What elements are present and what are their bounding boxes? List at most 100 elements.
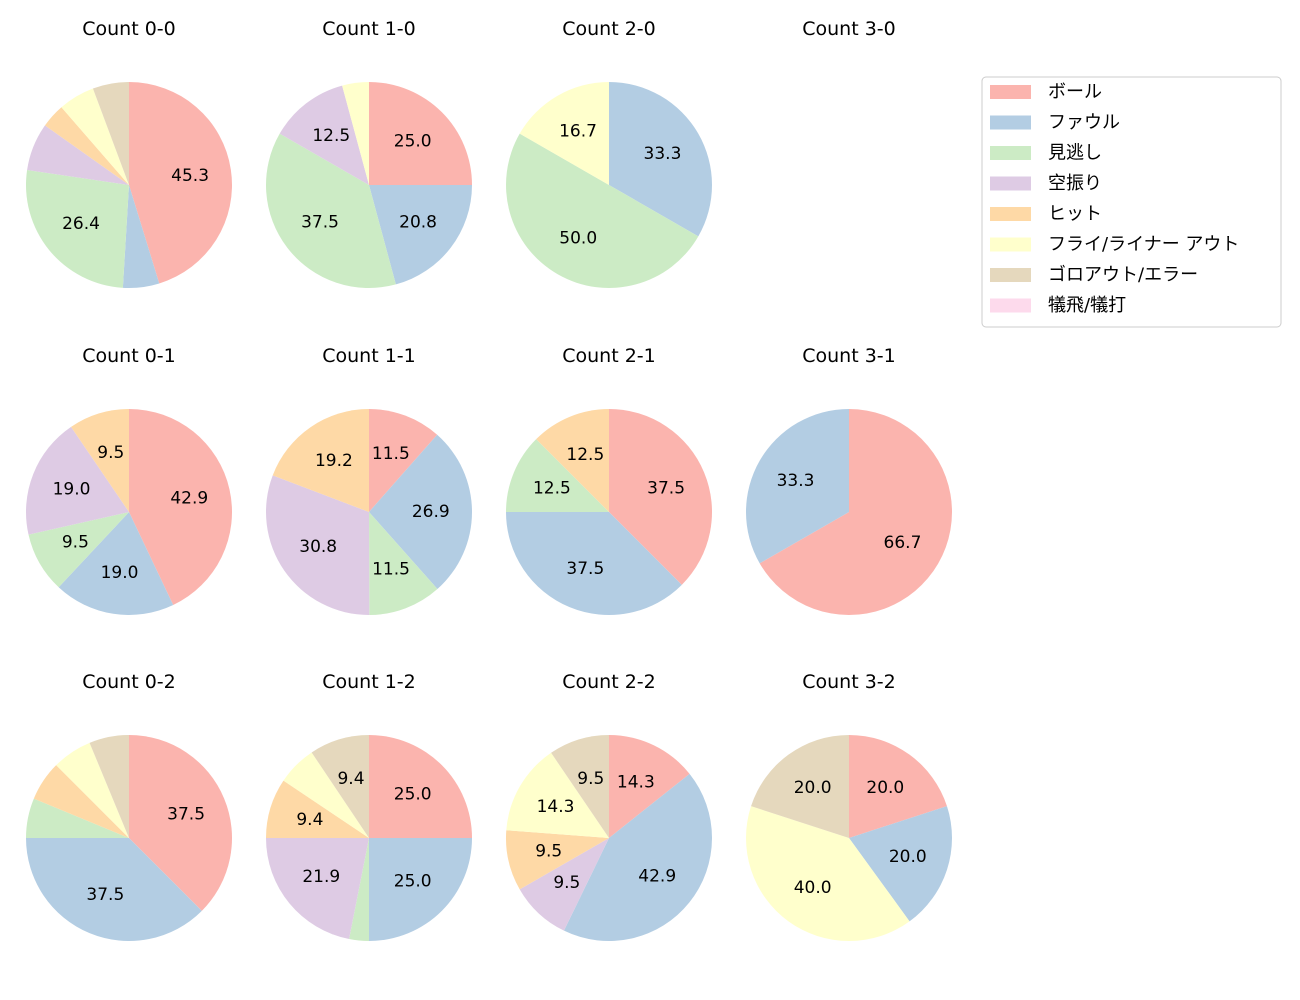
pie-slice xyxy=(563,773,712,941)
pie-slice xyxy=(26,838,202,941)
slice-label: 19.0 xyxy=(101,563,139,583)
pie-title: Count 3-2 xyxy=(802,671,896,693)
slice-label: 9.5 xyxy=(553,873,580,893)
pie-slice xyxy=(506,512,682,615)
legend-swatch xyxy=(990,237,1031,252)
pie-title: Count 2-2 xyxy=(562,671,656,693)
slice-label: 25.0 xyxy=(394,784,432,804)
pie-slice xyxy=(311,735,369,838)
slice-label: 19.2 xyxy=(315,451,353,471)
slice-label: 20.8 xyxy=(399,213,437,233)
pie-slice xyxy=(609,735,690,838)
legend-swatch xyxy=(990,146,1031,160)
pie-slice xyxy=(25,426,130,535)
pie-slice xyxy=(506,752,609,838)
slice-label: 9.5 xyxy=(62,533,89,553)
pie-slice xyxy=(506,439,609,512)
slice-label: 45.3 xyxy=(171,166,209,186)
pie-slice xyxy=(266,475,370,616)
pie-slice xyxy=(33,765,129,838)
legend-swatch xyxy=(990,176,1031,191)
pie-slice xyxy=(369,185,472,285)
slice-label: 25.0 xyxy=(394,131,432,151)
slice-label: 14.3 xyxy=(537,797,575,817)
slice-label: 25.0 xyxy=(394,872,432,892)
legend-swatch xyxy=(990,85,1031,99)
pie-slice xyxy=(27,125,130,185)
legend-entry: ヒット xyxy=(1048,204,1102,225)
pie-slice xyxy=(609,409,712,585)
slice-label: 37.5 xyxy=(301,213,339,233)
pie-slice xyxy=(129,82,232,284)
slice-label: 9.4 xyxy=(296,810,323,830)
slice-label: 42.9 xyxy=(170,488,208,508)
pie-slice xyxy=(849,735,947,838)
slice-label: 37.5 xyxy=(86,885,124,905)
pie-slice xyxy=(279,85,369,185)
legend-box xyxy=(981,76,1282,328)
pie-title: Count 0-0 xyxy=(82,18,176,40)
pie-slice xyxy=(609,82,712,237)
slice-label: 16.7 xyxy=(559,122,597,142)
slice-label: 9.4 xyxy=(337,769,364,789)
slice-label: 37.5 xyxy=(647,478,685,498)
pie-slice xyxy=(122,185,160,288)
slice-label: 20.0 xyxy=(794,778,832,798)
pie-slice xyxy=(28,512,129,588)
slice-label: 20.0 xyxy=(866,778,904,798)
legend-entry: ファウル xyxy=(1048,112,1120,133)
pie-slice xyxy=(56,742,130,838)
pie-title: Count 2-0 xyxy=(562,18,656,40)
pie-title: Count 2-1 xyxy=(562,345,656,367)
pie-slice xyxy=(266,838,369,940)
slice-label: 37.5 xyxy=(566,559,604,579)
slice-label: 26.4 xyxy=(62,214,100,234)
pie-slice xyxy=(266,780,369,838)
pie-slice xyxy=(551,735,609,838)
slice-label: 33.3 xyxy=(644,144,682,164)
pie-title: Count 3-0 xyxy=(802,18,896,40)
slice-label: 9.5 xyxy=(535,842,562,862)
slice-label: 37.5 xyxy=(167,804,205,824)
pie-slice xyxy=(272,409,369,512)
slice-label: 26.9 xyxy=(412,502,450,522)
pie-slice xyxy=(369,512,438,615)
pie-title: Count 3-1 xyxy=(802,345,896,367)
pie-slice xyxy=(746,806,910,941)
legend-swatch xyxy=(990,207,1031,221)
legend-entry: 空振り xyxy=(1048,173,1102,194)
pie-slice xyxy=(369,82,472,185)
pie-slice xyxy=(26,798,129,838)
legend-entry: ゴロアウト/エラー xyxy=(1048,265,1198,286)
pie-slice xyxy=(58,512,174,615)
slice-label: 11.5 xyxy=(372,444,410,464)
pie-slice xyxy=(536,409,609,512)
pie-slice xyxy=(369,409,438,512)
slice-label: 12.5 xyxy=(566,445,604,465)
slice-label: 21.9 xyxy=(302,867,340,887)
pie-title: Count 1-2 xyxy=(322,671,416,693)
slice-label: 66.7 xyxy=(884,533,922,553)
slice-label: 9.5 xyxy=(577,769,604,789)
pie-title: Count 1-1 xyxy=(322,345,416,367)
slice-label: 11.5 xyxy=(372,560,410,580)
pie-slice xyxy=(266,133,396,288)
pie-title: Count 0-1 xyxy=(82,345,176,367)
pie-slice xyxy=(283,752,369,838)
legend-entry: 見逃し xyxy=(1048,143,1102,164)
legend-entry: ボール xyxy=(1048,82,1102,103)
slice-label: 30.8 xyxy=(299,537,337,557)
slice-label: 14.3 xyxy=(617,772,655,792)
slice-label: 20.0 xyxy=(889,847,927,867)
slice-label: 19.0 xyxy=(53,479,91,499)
slice-label: 9.5 xyxy=(97,443,124,463)
slice-label: 12.5 xyxy=(312,126,350,146)
slice-label: 33.3 xyxy=(777,471,815,491)
legend-entry: フライ/ライナー アウト xyxy=(1048,234,1239,255)
pie-slice xyxy=(745,409,849,564)
legend-swatch xyxy=(990,115,1031,130)
slice-label: 50.0 xyxy=(559,229,597,249)
slice-label: 42.9 xyxy=(638,867,676,887)
